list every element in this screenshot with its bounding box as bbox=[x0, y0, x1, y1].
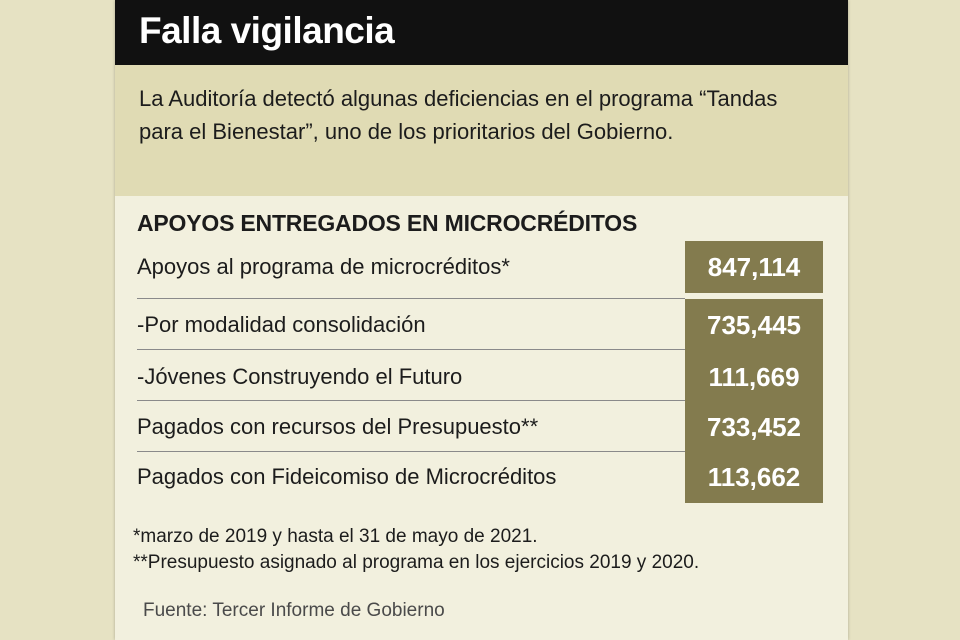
table-row: Apoyos al programa de microcréditos* 847… bbox=[115, 241, 848, 293]
table-row: -Por modalidad consolidación 735,445 bbox=[115, 299, 848, 351]
table-row: Pagados con Fideicomiso de Microcréditos… bbox=[115, 451, 848, 503]
table-row: -Jóvenes Construyendo el Futuro 111,669 bbox=[115, 351, 848, 403]
row-label: Pagados con recursos del Presupuesto** bbox=[137, 414, 539, 439]
row-value: 111,669 bbox=[685, 351, 823, 403]
row-label: Apoyos al programa de microcréditos* bbox=[137, 254, 510, 279]
row-value: 735,445 bbox=[685, 299, 823, 351]
infographic-card: Falla vigilancia La Auditoría detectó al… bbox=[115, 0, 848, 640]
row-value: 733,452 bbox=[685, 401, 823, 453]
row-label: -Por modalidad consolidación bbox=[137, 312, 426, 337]
row-divider bbox=[137, 349, 685, 350]
infographic-title: Falla vigilancia bbox=[139, 10, 395, 51]
row-divider bbox=[137, 451, 685, 452]
footnote-1: *marzo de 2019 y hasta el 31 de mayo de … bbox=[133, 526, 538, 547]
row-value: 113,662 bbox=[685, 451, 823, 503]
row-divider bbox=[137, 298, 685, 299]
row-divider bbox=[137, 400, 685, 401]
footnote-2: **Presupuesto asignado al programa en lo… bbox=[133, 552, 700, 573]
intro-panel: La Auditoría detectó algunas deficiencia… bbox=[115, 65, 848, 196]
row-label: Pagados con Fideicomiso de Microcréditos bbox=[137, 464, 557, 489]
source-credit: Fuente: Tercer Informe de Gobierno bbox=[143, 600, 445, 621]
row-label: -Jóvenes Construyendo el Futuro bbox=[137, 364, 463, 389]
section-heading: APOYOS ENTREGADOS EN MICROCRÉDITOS bbox=[137, 210, 638, 236]
row-value: 847,114 bbox=[685, 241, 823, 293]
intro-text: La Auditoría detectó algunas deficiencia… bbox=[139, 86, 778, 144]
title-bar: Falla vigilancia bbox=[115, 0, 848, 65]
table-row: Pagados con recursos del Presupuesto** 7… bbox=[115, 401, 848, 453]
